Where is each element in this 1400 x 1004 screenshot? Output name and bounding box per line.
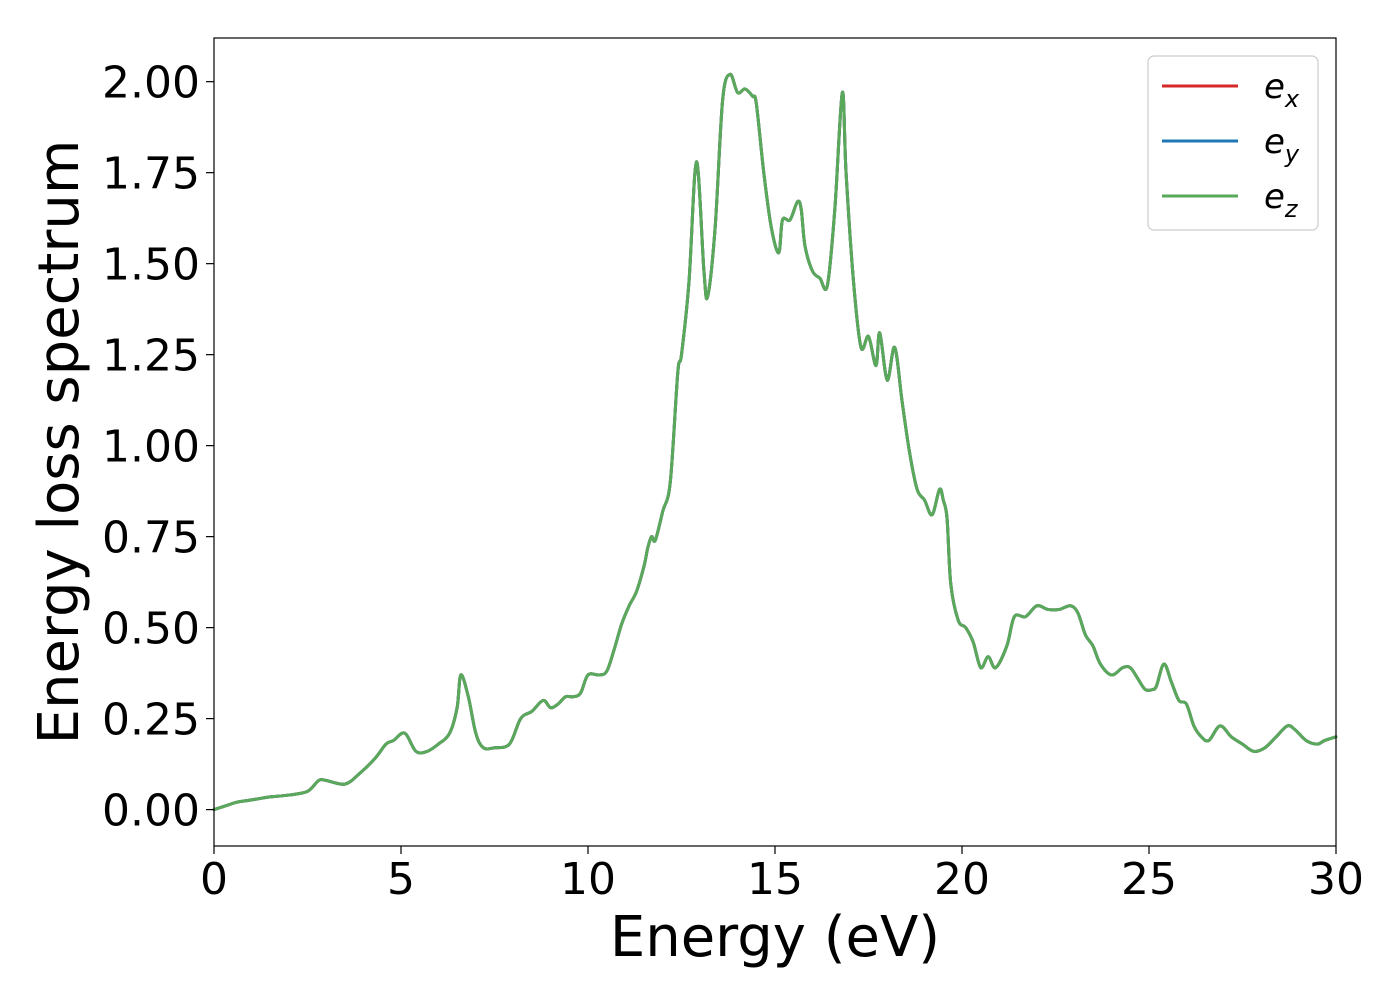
x-axis-title: Energy (eV) — [610, 905, 940, 970]
series-line-e-z — [212, 72, 1338, 812]
series-layer — [212, 72, 1338, 812]
y-tick-label: 0.00 — [102, 786, 200, 837]
x-tick-label: 5 — [387, 854, 415, 905]
legend-box — [1147, 55, 1319, 231]
x-tick-label: 20 — [934, 854, 990, 905]
x-tick-label: 10 — [560, 854, 616, 905]
y-axis-ticks: 0.00 0.25 0.50 0.75 1.00 1.25 1.50 1.75 2.00 — [102, 58, 214, 837]
y-axis-title: Energy loss spectrum — [27, 140, 92, 745]
y-tick-label: 1.25 — [102, 331, 200, 382]
x-tick-label: 15 — [747, 854, 803, 905]
y-tick-label: 0.50 — [102, 604, 200, 655]
y-tick-label: 0.25 — [102, 695, 200, 746]
y-tick-label: 0.75 — [102, 513, 200, 564]
x-tick-label: 30 — [1308, 854, 1364, 905]
y-tick-label: 1.00 — [102, 422, 200, 473]
y-tick-label: 1.75 — [102, 149, 200, 200]
x-axis-ticks: 0 5 10 15 20 25 30 — [200, 846, 1364, 905]
x-tick-label: 0 — [200, 854, 228, 905]
x-tick-label: 25 — [1121, 854, 1177, 905]
y-tick-label: 1.50 — [102, 240, 200, 291]
y-tick-label: 2.00 — [102, 58, 200, 109]
